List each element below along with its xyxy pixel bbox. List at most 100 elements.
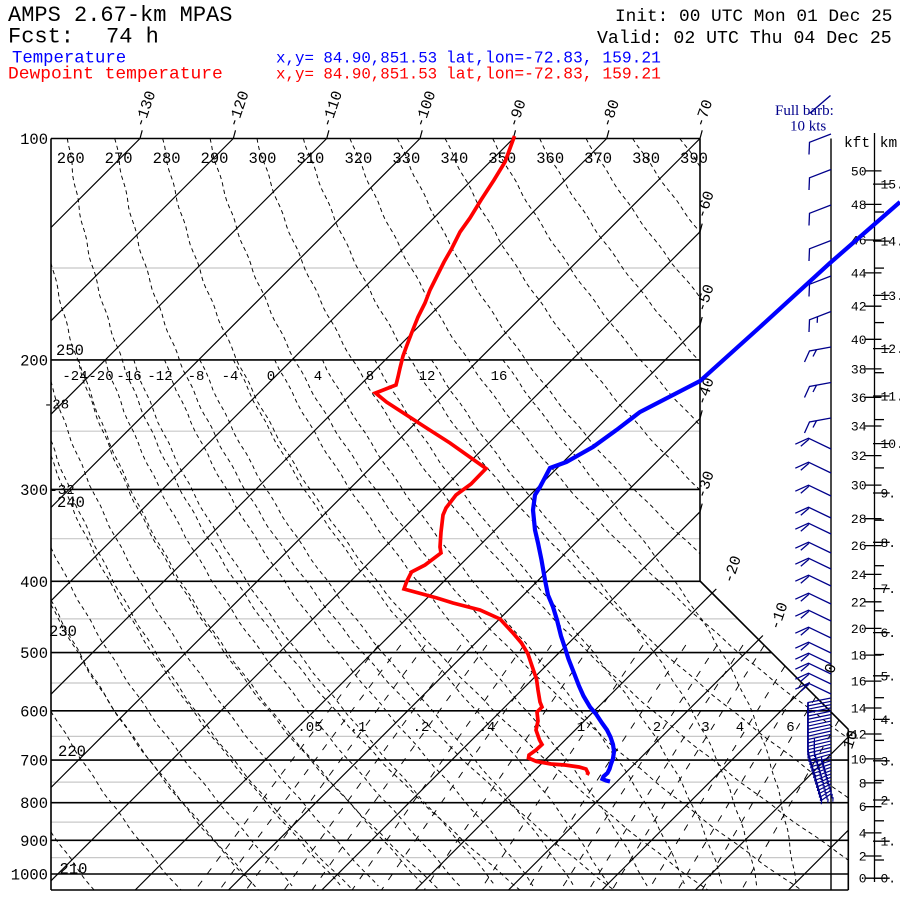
svg-text:24: 24	[851, 568, 867, 583]
svg-text:4.: 4.	[881, 713, 897, 728]
svg-text:12: 12	[851, 728, 867, 743]
svg-text:10.: 10.	[881, 437, 900, 452]
svg-text:x,y= 84.90,851.53: x,y= 84.90,851.53	[276, 50, 437, 68]
svg-text:20: 20	[851, 622, 867, 637]
svg-text:270: 270	[105, 150, 133, 168]
svg-text:9.: 9.	[881, 487, 897, 502]
svg-text:-12: -12	[147, 369, 172, 385]
svg-text:-28: -28	[44, 398, 69, 414]
svg-text:320: 320	[344, 150, 372, 168]
svg-text:0.: 0.	[881, 872, 897, 887]
svg-text:-32: -32	[49, 483, 74, 499]
svg-text:16: 16	[851, 675, 867, 690]
svg-text:10: 10	[840, 728, 863, 751]
svg-text:800: 800	[20, 795, 48, 813]
svg-text:13.: 13.	[881, 289, 900, 304]
svg-text:500: 500	[20, 645, 48, 663]
svg-text:lat,lon=-72.83, 159.21: lat,lon=-72.83, 159.21	[446, 65, 661, 84]
svg-text:370: 370	[584, 150, 612, 168]
svg-text:16: 16	[491, 369, 508, 385]
svg-text:15.: 15.	[881, 178, 900, 193]
svg-text:220: 220	[58, 743, 86, 761]
svg-text:250: 250	[56, 342, 84, 360]
svg-text:390: 390	[680, 150, 708, 168]
svg-text:.1: .1	[350, 720, 367, 736]
svg-text:Dewpoint temperature: Dewpoint temperature	[8, 65, 223, 85]
svg-text:8.: 8.	[881, 536, 897, 551]
svg-text:10 kts: 10 kts	[790, 119, 826, 135]
svg-text:10: 10	[851, 752, 867, 767]
svg-text:18: 18	[851, 649, 867, 664]
svg-text:5.: 5.	[881, 669, 897, 684]
svg-text:4: 4	[736, 720, 744, 736]
svg-text:210: 210	[60, 861, 88, 879]
svg-text:Temperature: Temperature	[12, 50, 126, 69]
svg-text:22: 22	[851, 595, 867, 610]
svg-text:700: 700	[20, 753, 48, 771]
svg-text:0: 0	[267, 369, 275, 385]
svg-text:AMPS 2.67-km MPAS: AMPS 2.67-km MPAS	[8, 3, 232, 28]
svg-text:300: 300	[20, 482, 48, 500]
svg-text:.05: .05	[297, 720, 322, 736]
svg-text:330: 330	[392, 150, 420, 168]
svg-text:44: 44	[851, 266, 867, 281]
svg-text:-8: -8	[188, 369, 205, 385]
svg-text:32: 32	[851, 449, 867, 464]
svg-text:30: 30	[851, 479, 867, 494]
svg-text:38: 38	[851, 362, 867, 377]
svg-text:14: 14	[851, 702, 867, 717]
svg-text:4: 4	[859, 826, 867, 841]
svg-text:340: 340	[440, 150, 468, 168]
svg-text:360: 360	[536, 150, 564, 168]
svg-text:28: 28	[851, 512, 867, 527]
svg-text:26: 26	[851, 539, 867, 554]
svg-text:7.: 7.	[881, 582, 897, 597]
svg-text:4: 4	[314, 369, 322, 385]
svg-text:600: 600	[20, 703, 48, 721]
svg-text:11.: 11.	[881, 390, 900, 405]
svg-text:12: 12	[419, 369, 436, 385]
svg-text:200: 200	[20, 352, 48, 370]
svg-text:kft: kft	[844, 136, 870, 152]
svg-text:6.: 6.	[881, 626, 897, 641]
svg-text:34: 34	[851, 420, 867, 435]
svg-text:Init: 00 UTC Mon 01 Dec 25: Init: 00 UTC Mon 01 Dec 25	[615, 7, 892, 27]
svg-text:2: 2	[859, 850, 867, 865]
svg-text:240: 240	[57, 494, 85, 512]
svg-text:300: 300	[249, 150, 277, 168]
svg-text:8: 8	[859, 776, 867, 791]
svg-text:2: 2	[653, 720, 661, 736]
svg-text:14.: 14.	[881, 235, 900, 250]
svg-text:310: 310	[296, 150, 324, 168]
svg-text:3.: 3.	[881, 754, 897, 769]
svg-text:Valid: 02 UTC Thu 04 Dec 25: Valid: 02 UTC Thu 04 Dec 25	[597, 29, 892, 49]
svg-text:40: 40	[851, 333, 867, 348]
svg-text:12.: 12.	[881, 342, 900, 357]
svg-text:-16: -16	[116, 369, 141, 385]
svg-text:1000: 1000	[11, 867, 48, 885]
svg-text:380: 380	[632, 150, 660, 168]
svg-text:-20: -20	[88, 369, 113, 385]
svg-text:.2: .2	[413, 720, 430, 736]
svg-text:8: 8	[366, 369, 374, 385]
svg-text:x,y= 84.90,851.53: x,y= 84.90,851.53	[276, 66, 437, 84]
svg-text:280: 280	[153, 150, 181, 168]
svg-text:74 h: 74 h	[106, 25, 159, 50]
svg-text:6: 6	[859, 800, 867, 815]
svg-text:6: 6	[786, 720, 794, 736]
svg-text:100: 100	[20, 131, 48, 149]
svg-text:-24: -24	[62, 369, 87, 385]
svg-text:290: 290	[201, 150, 229, 168]
svg-text:lat,lon=-72.83, 159.21: lat,lon=-72.83, 159.21	[446, 49, 661, 68]
svg-text:900: 900	[20, 833, 48, 851]
svg-text:Fcst:: Fcst:	[8, 25, 74, 50]
svg-text:.4: .4	[479, 720, 496, 736]
svg-text:36: 36	[851, 391, 867, 406]
svg-text:km: km	[880, 136, 897, 152]
svg-text:50: 50	[851, 164, 867, 179]
svg-text:0: 0	[859, 872, 867, 887]
svg-text:2.: 2.	[881, 794, 897, 809]
svg-text:Full barb:: Full barb:	[775, 103, 834, 119]
svg-text:1: 1	[577, 720, 585, 736]
svg-text:400: 400	[20, 574, 48, 592]
